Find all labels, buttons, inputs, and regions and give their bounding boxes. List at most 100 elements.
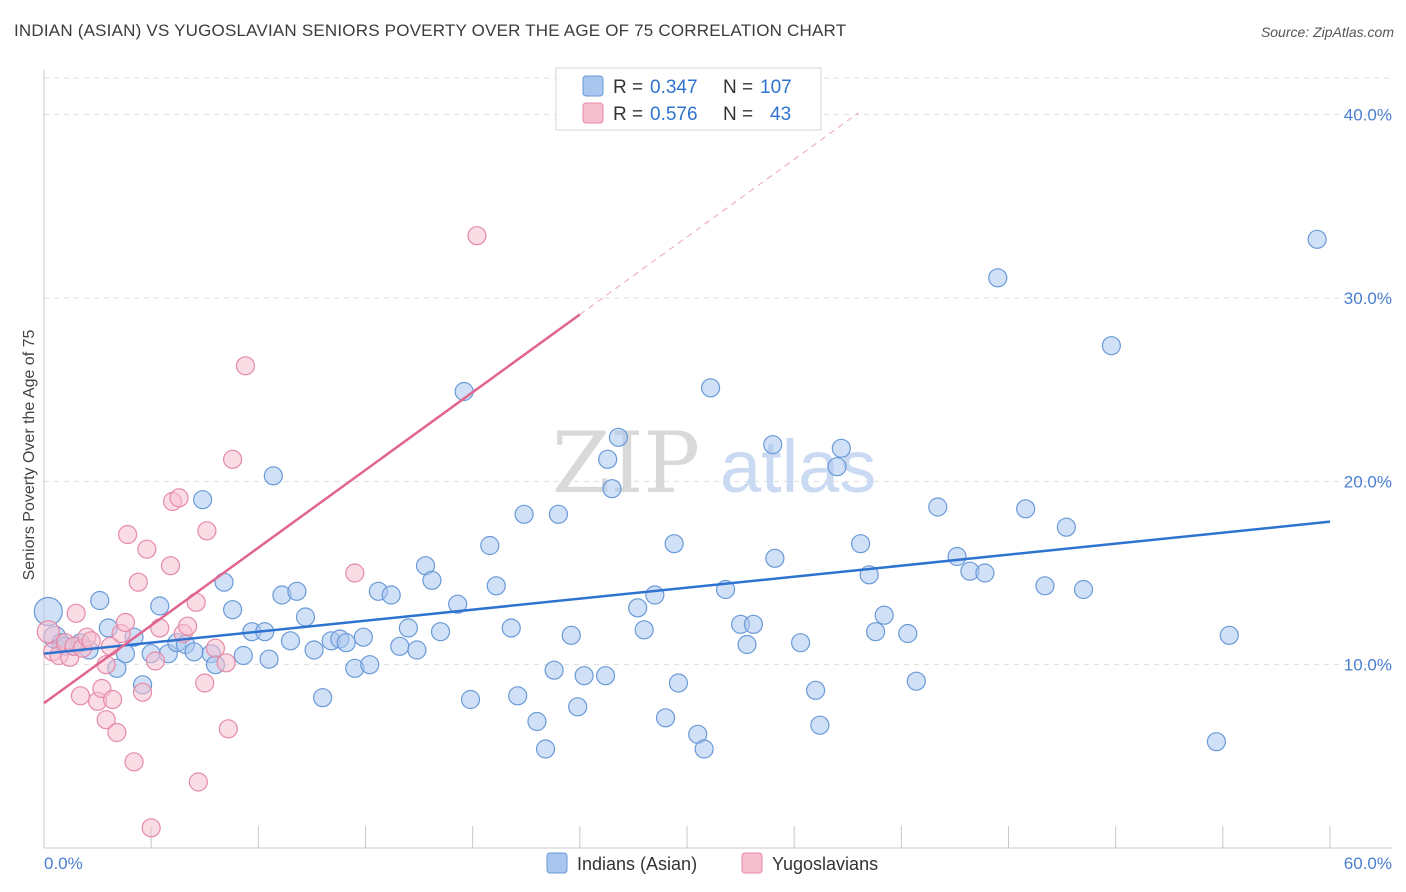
data-point-indians (407, 640, 427, 660)
data-point-indians (1035, 576, 1055, 596)
data-point-yugoslavians (160, 556, 181, 576)
data-point-indians (700, 378, 721, 398)
data-point-indians (313, 688, 333, 708)
data-point-yugoslavians (137, 539, 157, 559)
bottom-legend: Indians (Asian) Yugoslavians (546, 852, 878, 874)
y-tick-labels: 10.0% 20.0% 30.0% 40.0% (1344, 106, 1392, 675)
data-point-indians (790, 633, 811, 653)
data-point-indians (90, 590, 110, 611)
data-point-indians (1206, 732, 1227, 752)
data-point-indians (390, 636, 410, 656)
data-point-indians (193, 490, 213, 510)
data-point-indians (574, 666, 594, 686)
data-point-yugoslavians (96, 710, 116, 730)
data-point-indians (501, 618, 521, 638)
legend-n-label-1: N = (723, 77, 753, 98)
data-point-indians (263, 466, 283, 486)
data-point-yugoslavians (197, 521, 217, 541)
data-point-yugoslavians (128, 572, 148, 592)
x-tick-label-min: 0.0% (44, 854, 83, 873)
data-point-yugoslavians (107, 722, 127, 743)
bottom-legend-swatch-blue (546, 852, 568, 874)
data-point-yugoslavians (70, 686, 91, 706)
data-point-indians (655, 708, 676, 728)
data-point-indians (763, 435, 783, 455)
data-point-indians (595, 666, 616, 686)
data-point-indians (1219, 625, 1239, 645)
data-point-indians (645, 585, 665, 605)
data-point-yugoslavians (178, 616, 198, 636)
bottom-legend-swatch-pink (741, 852, 763, 874)
data-point-indians (598, 449, 618, 469)
data-point-indians (634, 620, 654, 640)
source-label: Source: ZipAtlas.com (1260, 24, 1394, 40)
x-tick-label-max: 60.0% (1344, 854, 1392, 873)
y-tick-label: 30.0% (1344, 289, 1392, 308)
y-tick-label: 20.0% (1344, 472, 1392, 491)
chart-title: INDIAN (ASIAN) VS YUGOSLAVIAN SENIORS PO… (14, 21, 847, 40)
legend-r-value-1: 0.347 (650, 77, 698, 98)
data-point-indians (184, 642, 204, 662)
watermark-zip: ZIP (552, 414, 700, 512)
data-point-indians (1016, 499, 1036, 519)
data-point-indians (898, 623, 918, 644)
legend-n-value-1: 107 (760, 77, 792, 98)
data-point-yugoslavians (205, 638, 226, 658)
data-point-indians (548, 504, 569, 524)
data-point-yugoslavians (235, 356, 256, 376)
data-point-indians (398, 618, 418, 638)
data-point-yugoslavians (141, 818, 161, 838)
data-point-indians (1073, 579, 1094, 600)
trend-line-indians (43, 520, 1331, 655)
data-point-indians (508, 686, 528, 706)
data-point-indians (287, 581, 307, 601)
data-point-indians (568, 697, 588, 717)
x-tick-marks (43, 826, 1331, 848)
data-point-indians (561, 625, 581, 645)
data-point-indians (874, 605, 894, 625)
trend-lines (43, 112, 1331, 705)
data-point-indians (480, 535, 500, 556)
legend-r-value-2: 0.576 (650, 104, 698, 125)
data-point-indians (381, 585, 401, 605)
data-point-indians (353, 627, 373, 647)
data-point-yugoslavians (223, 449, 243, 469)
data-point-indians (765, 548, 785, 568)
data-point-yugoslavians (117, 524, 138, 545)
legend-swatch-blue (582, 75, 604, 97)
data-point-indians (535, 739, 556, 759)
data-point-yugoslavians (115, 612, 136, 633)
data-point-indians (602, 479, 622, 499)
legend-r-label-2: R = (613, 104, 643, 125)
data-point-indians (608, 427, 629, 447)
series-indians-asian (33, 229, 1327, 759)
data-point-indians (831, 438, 851, 458)
data-point-yugoslavians (145, 651, 166, 671)
watermark-atlas: atlas (720, 425, 876, 508)
data-point-indians (694, 739, 714, 759)
data-point-indians (827, 457, 847, 477)
data-point-yugoslavians (467, 226, 487, 246)
data-point-indians (527, 711, 547, 732)
data-point-indians (304, 640, 324, 660)
data-point-yugoslavians (36, 620, 60, 644)
data-point-indians (906, 671, 926, 691)
data-point-indians (737, 634, 757, 655)
legend-n-value-2: 43 (770, 104, 791, 125)
data-point-indians (743, 614, 764, 634)
data-point-indians (544, 660, 564, 680)
axes (43, 70, 1392, 849)
data-point-indians (805, 680, 826, 700)
bottom-legend-label-indians: Indians (Asian) (577, 854, 697, 874)
data-point-indians (947, 546, 967, 567)
y-tick-label: 40.0% (1344, 106, 1392, 125)
data-point-indians (1101, 336, 1121, 356)
data-point-indians (1056, 517, 1076, 537)
data-point-yugoslavians (188, 772, 208, 792)
bottom-legend-label-yugoslavians: Yugoslavians (772, 854, 878, 874)
data-point-indians (233, 645, 253, 666)
data-point-indians (668, 673, 689, 693)
data-point-yugoslavians (216, 653, 236, 673)
legend-n-label-2: N = (723, 104, 753, 125)
